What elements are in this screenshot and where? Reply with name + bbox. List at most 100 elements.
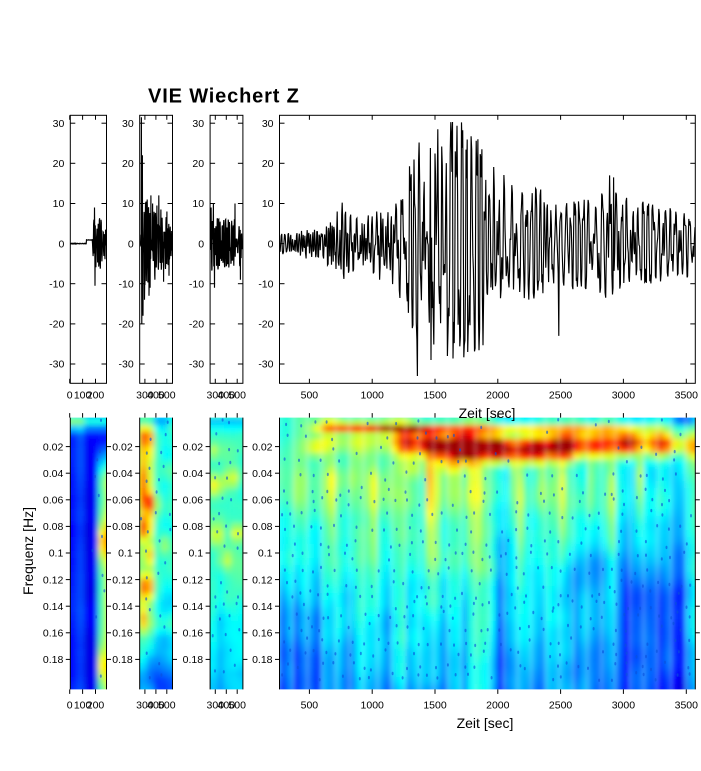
svg-text:0.12: 0.12 (252, 574, 273, 586)
svg-text:0: 0 (67, 700, 73, 712)
svg-text:30: 30 (192, 118, 204, 130)
svg-text:2000: 2000 (486, 390, 510, 402)
svg-text:0.18: 0.18 (112, 654, 133, 666)
svg-text:1500: 1500 (423, 700, 447, 712)
svg-text:0.02: 0.02 (43, 441, 64, 453)
svg-text:20: 20 (262, 158, 274, 170)
svg-text:-10: -10 (189, 278, 204, 290)
svg-text:0.12: 0.12 (112, 574, 133, 586)
svg-text:0.08: 0.08 (183, 521, 204, 533)
svg-text:0.18: 0.18 (43, 654, 64, 666)
svg-text:0: 0 (198, 238, 204, 250)
svg-text:30: 30 (262, 118, 274, 130)
svg-text:0.08: 0.08 (252, 521, 273, 533)
svg-text:-10: -10 (119, 278, 134, 290)
svg-text:0.1: 0.1 (49, 548, 64, 560)
svg-text:2500: 2500 (549, 700, 573, 712)
svg-text:0.14: 0.14 (112, 601, 133, 613)
svg-text:0.08: 0.08 (112, 521, 133, 533)
svg-text:100: 100 (74, 390, 92, 402)
svg-text:500: 500 (228, 390, 246, 402)
svg-text:0.04: 0.04 (112, 468, 133, 480)
svg-text:400: 400 (147, 700, 165, 712)
svg-text:-20: -20 (49, 319, 64, 331)
svg-text:0.18: 0.18 (183, 654, 204, 666)
svg-text:1500: 1500 (423, 390, 447, 402)
svg-text:500: 500 (158, 700, 176, 712)
svg-text:0.02: 0.02 (252, 441, 273, 453)
svg-text:Frequenz [Hz]: Frequenz [Hz] (20, 507, 36, 595)
svg-text:0: 0 (128, 238, 134, 250)
svg-text:0.16: 0.16 (43, 628, 64, 640)
svg-text:400: 400 (218, 390, 236, 402)
svg-text:VIE Wiechert Z: VIE Wiechert Z (148, 86, 300, 108)
svg-text:-30: -30 (189, 359, 204, 371)
svg-text:0.06: 0.06 (43, 495, 64, 507)
svg-text:500: 500 (228, 700, 246, 712)
svg-text:0.1: 0.1 (118, 548, 133, 560)
svg-text:Zeit [sec]: Zeit [sec] (459, 405, 516, 421)
svg-text:0: 0 (58, 238, 64, 250)
svg-text:10: 10 (192, 198, 204, 210)
svg-text:500: 500 (301, 700, 319, 712)
svg-text:400: 400 (147, 390, 165, 402)
svg-text:100: 100 (74, 700, 92, 712)
svg-text:Zeit [sec]: Zeit [sec] (457, 715, 514, 731)
svg-text:0.14: 0.14 (183, 601, 204, 613)
svg-text:0.04: 0.04 (183, 468, 204, 480)
svg-text:-30: -30 (49, 359, 64, 371)
svg-text:0.12: 0.12 (43, 574, 64, 586)
svg-text:0.14: 0.14 (43, 601, 64, 613)
svg-text:2500: 2500 (549, 390, 573, 402)
svg-text:1000: 1000 (361, 390, 385, 402)
svg-text:10: 10 (122, 198, 134, 210)
svg-text:0.02: 0.02 (183, 441, 204, 453)
svg-text:20: 20 (192, 158, 204, 170)
svg-text:3000: 3000 (612, 390, 636, 402)
svg-text:-20: -20 (119, 319, 134, 331)
svg-text:0: 0 (268, 238, 274, 250)
svg-text:20: 20 (53, 158, 65, 170)
svg-text:0.02: 0.02 (112, 441, 133, 453)
svg-text:0.14: 0.14 (252, 601, 273, 613)
svg-text:300: 300 (207, 390, 225, 402)
svg-text:0.18: 0.18 (252, 654, 273, 666)
svg-text:2000: 2000 (486, 700, 510, 712)
svg-text:10: 10 (262, 198, 274, 210)
svg-text:3000: 3000 (612, 700, 636, 712)
svg-text:0.12: 0.12 (183, 574, 204, 586)
svg-text:0.16: 0.16 (183, 628, 204, 640)
svg-text:300: 300 (136, 390, 154, 402)
svg-text:300: 300 (207, 700, 225, 712)
svg-text:20: 20 (122, 158, 134, 170)
svg-text:-30: -30 (258, 359, 273, 371)
svg-text:200: 200 (87, 390, 105, 402)
svg-text:30: 30 (53, 118, 65, 130)
svg-text:-20: -20 (258, 319, 273, 331)
svg-text:0.04: 0.04 (43, 468, 64, 480)
svg-text:10: 10 (53, 198, 65, 210)
svg-text:500: 500 (158, 390, 176, 402)
svg-text:-10: -10 (49, 278, 64, 290)
svg-text:0.04: 0.04 (252, 468, 273, 480)
svg-text:0: 0 (67, 390, 73, 402)
svg-text:3500: 3500 (675, 700, 699, 712)
svg-text:0.1: 0.1 (188, 548, 203, 560)
svg-text:1000: 1000 (361, 700, 385, 712)
svg-text:-10: -10 (258, 278, 273, 290)
svg-text:200: 200 (87, 700, 105, 712)
svg-text:0.06: 0.06 (183, 495, 204, 507)
svg-text:3500: 3500 (675, 390, 699, 402)
svg-text:0.06: 0.06 (112, 495, 133, 507)
svg-text:-30: -30 (119, 359, 134, 371)
svg-text:0.08: 0.08 (43, 521, 64, 533)
svg-text:400: 400 (218, 700, 236, 712)
svg-text:0.06: 0.06 (252, 495, 273, 507)
svg-text:500: 500 (301, 390, 319, 402)
svg-text:30: 30 (122, 118, 134, 130)
svg-text:0.16: 0.16 (252, 628, 273, 640)
svg-text:0.16: 0.16 (112, 628, 133, 640)
svg-text:0.1: 0.1 (258, 548, 273, 560)
svg-text:300: 300 (136, 700, 154, 712)
svg-text:-20: -20 (189, 319, 204, 331)
